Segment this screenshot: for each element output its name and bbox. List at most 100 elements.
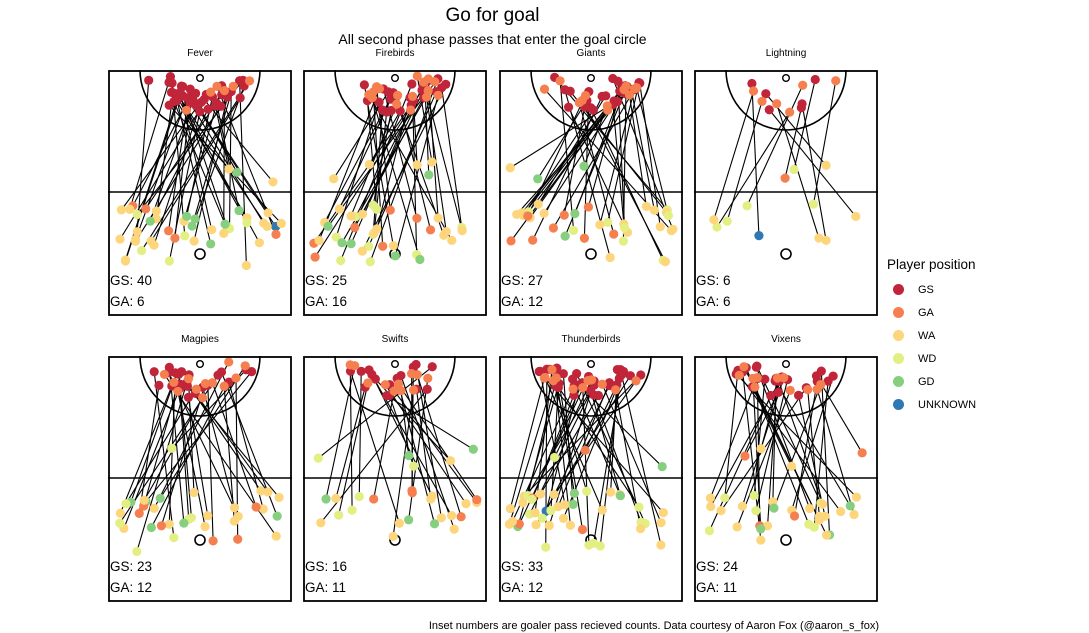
player-point — [404, 515, 414, 525]
pass-line — [441, 87, 463, 228]
pass-line — [539, 395, 599, 495]
player-point — [408, 385, 419, 395]
legend-swatch — [893, 376, 904, 387]
player-point — [146, 522, 156, 533]
pass-line — [527, 375, 558, 496]
player-point — [505, 504, 515, 514]
player-point — [851, 211, 861, 222]
pass-line — [563, 106, 586, 216]
pass-line — [738, 374, 842, 512]
player-point — [115, 518, 125, 528]
player-point — [380, 380, 390, 390]
player-point — [568, 499, 578, 509]
player-point — [615, 364, 625, 375]
pass-line — [194, 85, 245, 220]
player-point — [363, 378, 373, 388]
player-point — [321, 494, 331, 504]
pass-line — [368, 91, 437, 247]
court-border — [694, 70, 878, 316]
gs-count: GS: 24 — [696, 559, 739, 574]
pass-line — [149, 93, 197, 222]
pass-line — [371, 97, 421, 260]
player-point — [407, 488, 417, 498]
pass-line — [816, 389, 855, 515]
legend-swatch — [893, 307, 904, 318]
player-point — [619, 223, 630, 233]
player-point — [276, 218, 286, 229]
player-point — [785, 385, 795, 395]
pass-line — [754, 386, 828, 536]
pass-line — [223, 386, 235, 522]
player-point — [747, 78, 757, 89]
pass-line — [713, 90, 755, 220]
pass-line — [509, 377, 545, 509]
legend-swatch — [893, 353, 904, 364]
pass-line — [510, 109, 609, 242]
player-point — [197, 393, 208, 403]
player-point — [206, 239, 216, 249]
pass-line — [193, 96, 228, 242]
player-point — [748, 373, 758, 384]
goal-post — [781, 359, 790, 368]
player-point — [167, 78, 177, 88]
player-point — [821, 160, 831, 170]
pass-line — [554, 77, 668, 211]
player-point — [441, 226, 451, 237]
pass-line — [153, 371, 175, 538]
player-point — [347, 505, 357, 515]
player-point — [367, 93, 377, 103]
player-point — [851, 492, 862, 502]
player-point — [569, 488, 579, 498]
player-point — [383, 87, 393, 97]
pass-line — [564, 89, 611, 258]
pass-line — [125, 388, 197, 504]
player-point — [263, 487, 273, 497]
player-point — [271, 229, 281, 239]
player-point — [634, 502, 644, 512]
player-point — [425, 225, 436, 235]
pass-line — [527, 95, 587, 217]
pass-line — [160, 383, 206, 526]
legend-label: GA — [918, 306, 934, 319]
pass-line — [553, 380, 637, 495]
player-point — [163, 226, 174, 236]
panel-title: Magpies — [181, 334, 219, 345]
pass-line — [522, 390, 591, 504]
player-point — [115, 234, 125, 244]
legend-label: UNKNOWN — [918, 398, 977, 411]
pass-line — [202, 387, 236, 508]
ga-count: GA: 6 — [696, 294, 731, 309]
goal-post — [195, 359, 204, 368]
player-point — [705, 493, 716, 503]
player-point — [655, 222, 665, 232]
player-point — [393, 379, 403, 389]
player-point — [407, 79, 417, 89]
player-point — [190, 214, 200, 224]
player-point — [258, 504, 268, 514]
player-point — [151, 206, 161, 216]
player-point — [579, 233, 590, 243]
ga-count: GA: 11 — [305, 580, 347, 595]
pass-line — [129, 76, 171, 210]
chart-subtitle: All second phase passes that enter the g… — [338, 31, 647, 47]
player-point — [271, 531, 281, 541]
player-point — [756, 535, 766, 545]
player-point — [385, 205, 395, 215]
pass-line — [628, 94, 647, 207]
player-point — [331, 232, 341, 242]
player-point — [354, 491, 364, 502]
player-point — [378, 241, 388, 251]
player-point — [164, 362, 174, 373]
player-point — [168, 88, 178, 98]
ga-count: GA: 12 — [110, 580, 153, 595]
player-point — [182, 93, 192, 103]
player-point — [649, 205, 659, 215]
chart-title: Go for goal — [445, 5, 540, 26]
goal-post — [390, 73, 399, 82]
player-point — [407, 91, 418, 101]
player-point — [186, 513, 197, 523]
player-point — [372, 204, 382, 214]
player-point — [131, 234, 141, 244]
player-point — [780, 173, 790, 183]
pass-line — [325, 365, 356, 500]
